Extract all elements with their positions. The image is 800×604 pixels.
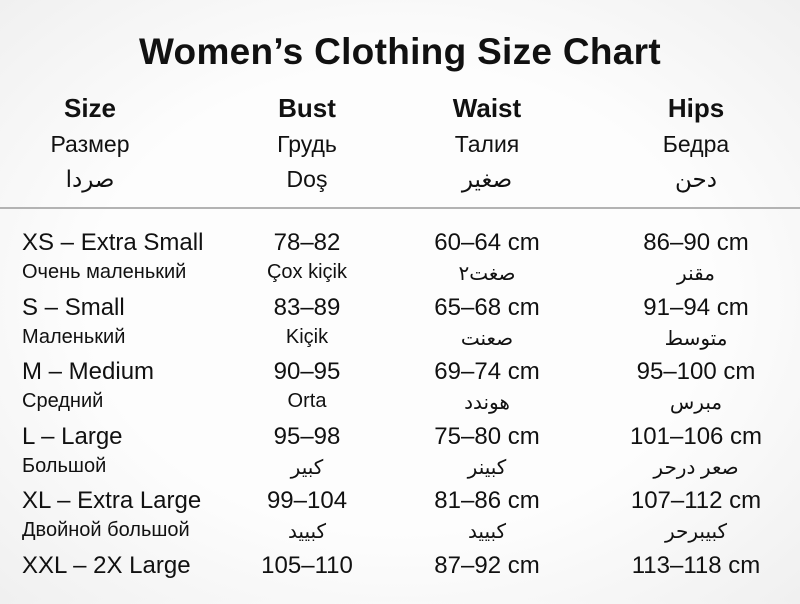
table-header-row: Size Размер صردا Bust Грудь Doş Waist Та… bbox=[0, 93, 800, 193]
bust-cell: 95–98 كبير bbox=[232, 423, 382, 480]
hips-cell: 95–100 cm مبرس bbox=[592, 358, 800, 415]
waist-cell: 60–64 cm صغت٢ bbox=[382, 229, 592, 286]
table-row: M – Medium Средний 90–95 Orta 69–74 cm ه… bbox=[0, 346, 800, 411]
size-label-translated: Большой bbox=[22, 455, 232, 478]
table-row: XXL – 2X Large 105–110 87–92 cm 113–118 … bbox=[0, 540, 800, 604]
column-header-waist-en: Waist bbox=[382, 93, 592, 124]
size-cell: XXL – 2X Large bbox=[0, 552, 232, 604]
size-label: XS – Extra Small bbox=[22, 229, 232, 257]
column-header-size-ru: Размер bbox=[0, 131, 180, 158]
bust-value: 95–98 bbox=[232, 423, 382, 451]
size-cell: M – Medium Средний bbox=[0, 358, 232, 415]
column-header-waist-ru: Талия bbox=[382, 131, 592, 158]
bust-value: 78–82 bbox=[232, 229, 382, 257]
bust-value-translated: Çox kiçik bbox=[232, 261, 382, 284]
table-row: S – Small Маленький 83–89 Kiçik 65–68 cm… bbox=[0, 282, 800, 347]
hips-value-translated: كبيبرحر bbox=[592, 519, 800, 544]
page-title: Women’s Clothing Size Chart bbox=[0, 0, 800, 73]
hips-value-translated: مقنر bbox=[592, 261, 800, 286]
hips-value-translated: مبرس bbox=[592, 390, 800, 415]
waist-value: 81–86 cm bbox=[382, 487, 592, 515]
size-cell: XS – Extra Small Очень маленький bbox=[0, 229, 232, 286]
bust-value: 99–104 bbox=[232, 487, 382, 515]
hips-cell: 101–106 cm صعر درحر bbox=[592, 423, 800, 480]
column-header-bust: Bust Грудь Doş bbox=[232, 93, 382, 193]
hips-value: 91–94 cm bbox=[592, 294, 800, 322]
table-row: XS – Extra Small Очень маленький 78–82 Ç… bbox=[0, 217, 800, 282]
waist-value: 60–64 cm bbox=[382, 229, 592, 257]
size-label-translated: Маленький bbox=[22, 326, 232, 349]
waist-cell: 69–74 cm هوندد bbox=[382, 358, 592, 415]
hips-value: 107–112 cm bbox=[592, 487, 800, 515]
column-header-size-ar: صردا bbox=[0, 166, 180, 193]
column-header-bust-en: Bust bbox=[232, 93, 382, 124]
size-label-translated: Очень маленький bbox=[22, 261, 232, 284]
waist-cell: 65–68 cm صعنت bbox=[382, 294, 592, 351]
waist-cell: 75–80 cm كبينر bbox=[382, 423, 592, 480]
bust-cell: 83–89 Kiçik bbox=[232, 294, 382, 351]
bust-cell: 78–82 Çox kiçik bbox=[232, 229, 382, 286]
size-label-translated: Средний bbox=[22, 390, 232, 413]
hips-value-translated: متوسط bbox=[592, 326, 800, 351]
header-divider bbox=[0, 207, 800, 209]
waist-value: 87–92 cm bbox=[382, 552, 592, 580]
column-header-hips: Hips Бедра دحن bbox=[592, 93, 800, 193]
waist-value-translated: كبينر bbox=[382, 455, 592, 480]
waist-value-translated: صغت٢ bbox=[382, 261, 592, 286]
size-label: M – Medium bbox=[22, 358, 232, 386]
bust-value-translated: كبير bbox=[232, 455, 382, 480]
column-header-waist-ar: صغير bbox=[382, 166, 592, 193]
bust-cell: 99–104 كبييد bbox=[232, 487, 382, 544]
column-header-size-en: Size bbox=[0, 93, 180, 124]
bust-value: 105–110 bbox=[232, 552, 382, 580]
size-label: S – Small bbox=[22, 294, 232, 322]
hips-value: 95–100 cm bbox=[592, 358, 800, 386]
waist-value-translated: كبييد bbox=[382, 519, 592, 544]
column-header-hips-ru: Бедра bbox=[592, 131, 800, 158]
column-header-hips-en: Hips bbox=[592, 93, 800, 124]
size-label: XL – Extra Large bbox=[22, 487, 232, 515]
bust-cell: 90–95 Orta bbox=[232, 358, 382, 415]
size-cell: L – Large Большой bbox=[0, 423, 232, 480]
size-label: XXL – 2X Large bbox=[22, 552, 232, 580]
size-label-translated: Двойной большой bbox=[22, 519, 232, 542]
size-chart-table: XS – Extra Small Очень маленький 78–82 Ç… bbox=[0, 217, 800, 604]
column-header-size: Size Размер صردا bbox=[0, 93, 232, 193]
column-header-bust-ru: Грудь bbox=[232, 131, 382, 158]
bust-value: 83–89 bbox=[232, 294, 382, 322]
hips-value: 101–106 cm bbox=[592, 423, 800, 451]
hips-cell: 107–112 cm كبيبرحر bbox=[592, 487, 800, 544]
column-header-waist: Waist Талия صغير bbox=[382, 93, 592, 193]
waist-cell: 87–92 cm bbox=[382, 552, 592, 604]
waist-value: 69–74 cm bbox=[382, 358, 592, 386]
hips-cell: 91–94 cm متوسط bbox=[592, 294, 800, 351]
table-row: L – Large Большой 95–98 كبير 75–80 cm كب… bbox=[0, 411, 800, 476]
hips-value: 86–90 cm bbox=[592, 229, 800, 257]
size-cell: XL – Extra Large Двойной большой bbox=[0, 487, 232, 544]
hips-cell: 86–90 cm مقنر bbox=[592, 229, 800, 286]
table-row: XL – Extra Large Двойной большой 99–104 … bbox=[0, 475, 800, 540]
bust-value: 90–95 bbox=[232, 358, 382, 386]
waist-cell: 81–86 cm كبييد bbox=[382, 487, 592, 544]
bust-value-translated: كبييد bbox=[232, 519, 382, 544]
column-header-hips-ar: دحن bbox=[592, 166, 800, 193]
column-header-bust-az: Doş bbox=[232, 166, 382, 193]
hips-cell: 113–118 cm bbox=[592, 552, 800, 604]
waist-value-translated: هوندد bbox=[382, 390, 592, 415]
bust-value-translated: Kiçik bbox=[232, 326, 382, 349]
bust-value-translated: Orta bbox=[232, 390, 382, 413]
waist-value-translated: صعنت bbox=[382, 326, 592, 351]
waist-value: 65–68 cm bbox=[382, 294, 592, 322]
size-cell: S – Small Маленький bbox=[0, 294, 232, 351]
waist-value: 75–80 cm bbox=[382, 423, 592, 451]
bust-cell: 105–110 bbox=[232, 552, 382, 604]
hips-value: 113–118 cm bbox=[592, 552, 800, 580]
size-label: L – Large bbox=[22, 423, 232, 451]
hips-value-translated: صعر درحر bbox=[592, 455, 800, 480]
